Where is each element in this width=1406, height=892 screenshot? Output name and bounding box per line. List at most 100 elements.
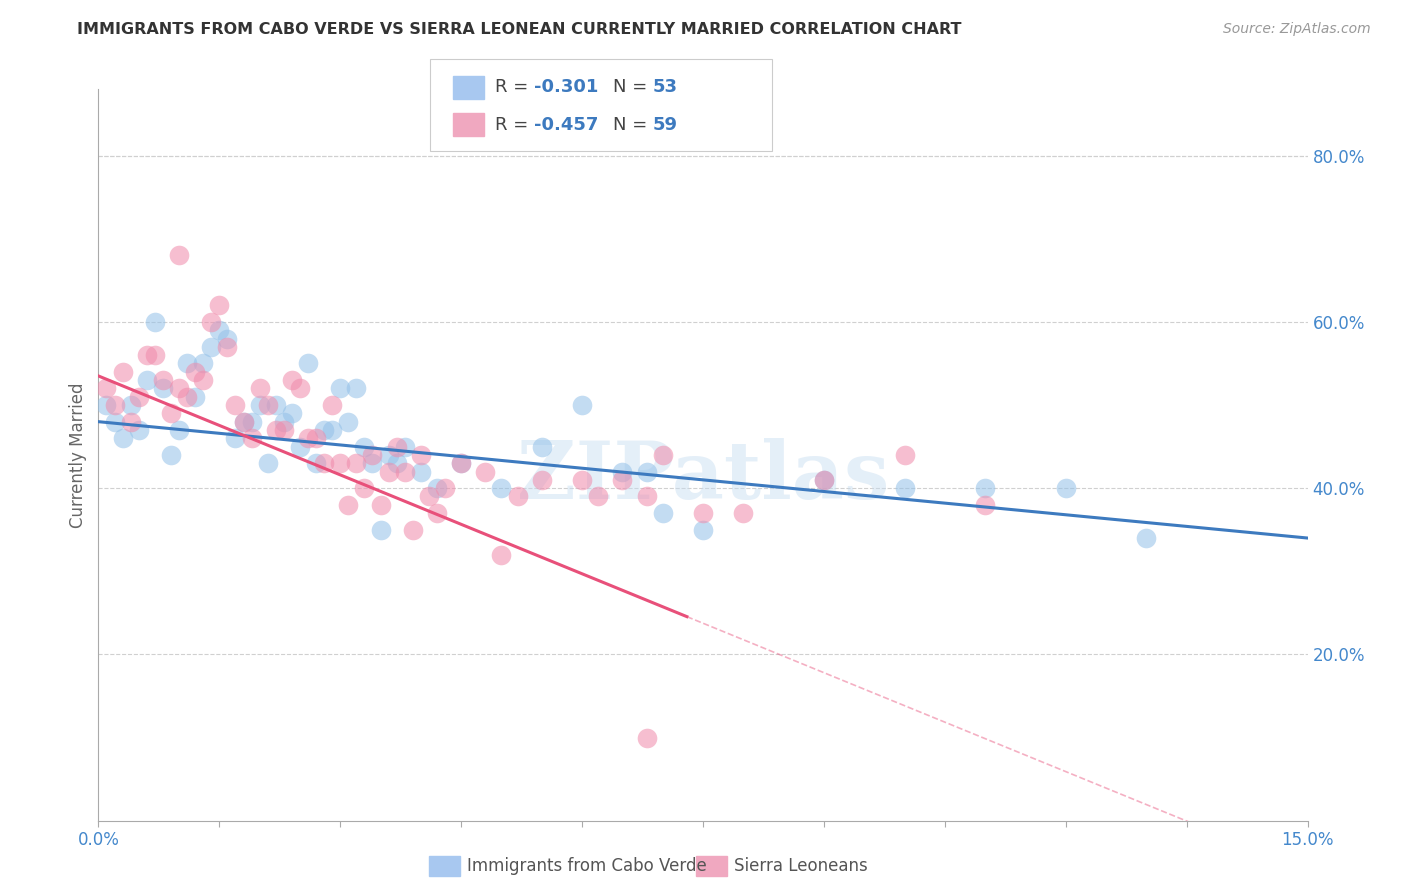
Point	[733, 506, 755, 520]
Point	[321, 398, 343, 412]
Point	[385, 440, 408, 454]
Point	[337, 498, 360, 512]
Point	[692, 506, 714, 520]
Point	[240, 431, 263, 445]
Point	[314, 456, 336, 470]
Point	[249, 381, 271, 395]
Point	[612, 473, 634, 487]
Point	[491, 548, 513, 562]
Point	[200, 315, 222, 329]
Point	[426, 506, 449, 520]
Point	[361, 448, 384, 462]
Point	[353, 481, 375, 495]
Point	[344, 456, 367, 470]
Point	[281, 373, 304, 387]
Text: Immigrants from Cabo Verde: Immigrants from Cabo Verde	[467, 857, 707, 875]
Point	[813, 473, 835, 487]
Point	[288, 440, 311, 454]
Point	[111, 431, 134, 445]
Point	[152, 373, 174, 387]
Point	[530, 473, 553, 487]
Point	[217, 332, 239, 346]
Point	[160, 406, 183, 420]
Text: Sierra Leoneans: Sierra Leoneans	[734, 857, 868, 875]
Text: R =: R =	[495, 116, 534, 134]
Point	[426, 481, 449, 495]
Point	[893, 448, 915, 462]
Point	[450, 456, 472, 470]
Point	[281, 406, 304, 420]
Point	[418, 490, 440, 504]
Point	[288, 381, 311, 395]
Point	[297, 431, 319, 445]
Point	[305, 456, 328, 470]
Point	[232, 415, 254, 429]
Point	[143, 315, 166, 329]
Point	[128, 390, 150, 404]
Point	[409, 448, 432, 462]
Point	[321, 423, 343, 437]
Point	[193, 356, 215, 370]
Point	[176, 356, 198, 370]
Point	[450, 456, 472, 470]
Point	[111, 365, 134, 379]
Point	[377, 448, 399, 462]
Point	[208, 323, 231, 337]
Point	[506, 490, 529, 504]
Point	[491, 481, 513, 495]
Text: -0.301: -0.301	[534, 78, 599, 96]
Point	[361, 456, 384, 470]
Point	[160, 448, 183, 462]
Point	[893, 481, 915, 495]
Point	[176, 390, 198, 404]
Point	[409, 465, 432, 479]
Point	[193, 373, 215, 387]
Y-axis label: Currently Married: Currently Married	[69, 382, 87, 528]
Point	[530, 440, 553, 454]
Point	[120, 415, 142, 429]
Point	[385, 456, 408, 470]
Text: 53: 53	[652, 78, 678, 96]
Point	[1135, 531, 1157, 545]
Point	[200, 340, 222, 354]
Point	[273, 423, 295, 437]
Point	[135, 348, 157, 362]
Text: IMMIGRANTS FROM CABO VERDE VS SIERRA LEONEAN CURRENTLY MARRIED CORRELATION CHART: IMMIGRANTS FROM CABO VERDE VS SIERRA LEO…	[77, 22, 962, 37]
Text: N =: N =	[613, 78, 652, 96]
Point	[974, 481, 997, 495]
Point	[692, 523, 714, 537]
Point	[314, 423, 336, 437]
Point	[651, 448, 673, 462]
Point	[337, 415, 360, 429]
Point	[249, 398, 271, 412]
Point	[1054, 481, 1077, 495]
Point	[353, 440, 375, 454]
Text: R =: R =	[495, 78, 534, 96]
Point	[813, 473, 835, 487]
Point	[96, 381, 118, 395]
Point	[586, 490, 609, 504]
Text: 59: 59	[652, 116, 678, 134]
Point	[329, 456, 352, 470]
Point	[208, 298, 231, 312]
Point	[167, 381, 190, 395]
Point	[224, 398, 246, 412]
Point	[240, 415, 263, 429]
Point	[96, 398, 118, 412]
Point	[329, 381, 352, 395]
Point	[571, 398, 593, 412]
Point	[264, 398, 287, 412]
Point	[636, 490, 658, 504]
Point	[167, 423, 190, 437]
Point	[636, 465, 658, 479]
Point	[120, 398, 142, 412]
Text: ZIPatlas: ZIPatlas	[517, 438, 889, 516]
Point	[264, 423, 287, 437]
Point	[256, 398, 278, 412]
Point	[974, 498, 997, 512]
Point	[103, 415, 125, 429]
Point	[184, 390, 207, 404]
Point	[394, 465, 416, 479]
Text: Source: ZipAtlas.com: Source: ZipAtlas.com	[1223, 22, 1371, 37]
Point	[394, 440, 416, 454]
